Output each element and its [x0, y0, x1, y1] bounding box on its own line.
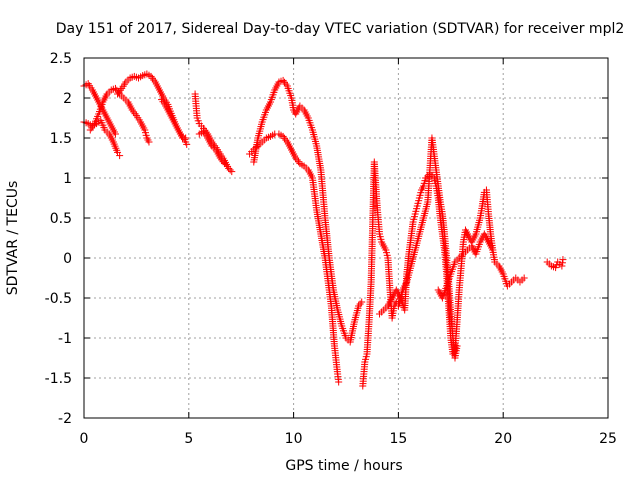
- y-tick-label: -1: [58, 331, 72, 347]
- y-tick-label: -0.5: [45, 291, 72, 307]
- series-track-12: [394, 134, 461, 362]
- y-axis-label: SDTVAR / TECUs: [5, 181, 21, 296]
- series-track-7: [195, 128, 228, 168]
- chart-title: Day 151 of 2017, Sidereal Day-to-day VTE…: [56, 21, 625, 37]
- x-tick-label: 0: [80, 431, 89, 447]
- series-track-5: [158, 96, 190, 142]
- x-tick-label: 10: [285, 431, 303, 447]
- data-point: [558, 259, 566, 267]
- y-tick-label: 0.5: [50, 211, 72, 227]
- x-tick-label: 20: [494, 431, 512, 447]
- y-tick-label: 1: [63, 171, 72, 187]
- x-axis-label: GPS time / hours: [285, 458, 402, 474]
- plot-frame: [83, 57, 609, 419]
- data-point: [225, 164, 233, 172]
- point-layer: [80, 70, 567, 390]
- x-tick-label: 15: [389, 431, 407, 447]
- series-track-9: [250, 76, 366, 346]
- data-point: [453, 342, 461, 350]
- tick-layer: 0 5 10 15 20 25 -2 -1.5 -1 -0.5 0 0.5 1 1.5 2 2.5: [45, 51, 617, 447]
- x-tick-label: 25: [599, 431, 617, 447]
- y-tick-label: 0: [63, 251, 72, 267]
- data-point: [116, 152, 124, 160]
- y-tick-label: 2.5: [50, 51, 72, 67]
- data-point: [111, 130, 119, 138]
- y-tick-label: 1.5: [50, 131, 72, 147]
- y-tick-label: -2: [58, 411, 72, 427]
- data-point: [220, 160, 228, 168]
- grid-layer: [84, 58, 608, 418]
- data-point: [228, 168, 236, 176]
- data-point: [559, 256, 567, 264]
- y-tick-label: -1.5: [45, 371, 72, 387]
- data-point: [183, 140, 191, 148]
- data-point: [558, 262, 566, 270]
- data-point: [226, 166, 234, 174]
- series-track-13: [434, 230, 528, 302]
- data-point: [520, 274, 528, 282]
- data-point: [358, 298, 366, 306]
- series-track-8: [246, 130, 343, 386]
- data-point: [335, 378, 343, 386]
- series-track-14: [543, 256, 567, 272]
- data-point: [145, 138, 153, 146]
- y-tick-label: 2: [63, 91, 72, 107]
- x-tick-label: 5: [184, 431, 193, 447]
- series-track-3: [86, 84, 153, 146]
- data-point: [182, 134, 190, 142]
- series-track-10: [359, 158, 400, 390]
